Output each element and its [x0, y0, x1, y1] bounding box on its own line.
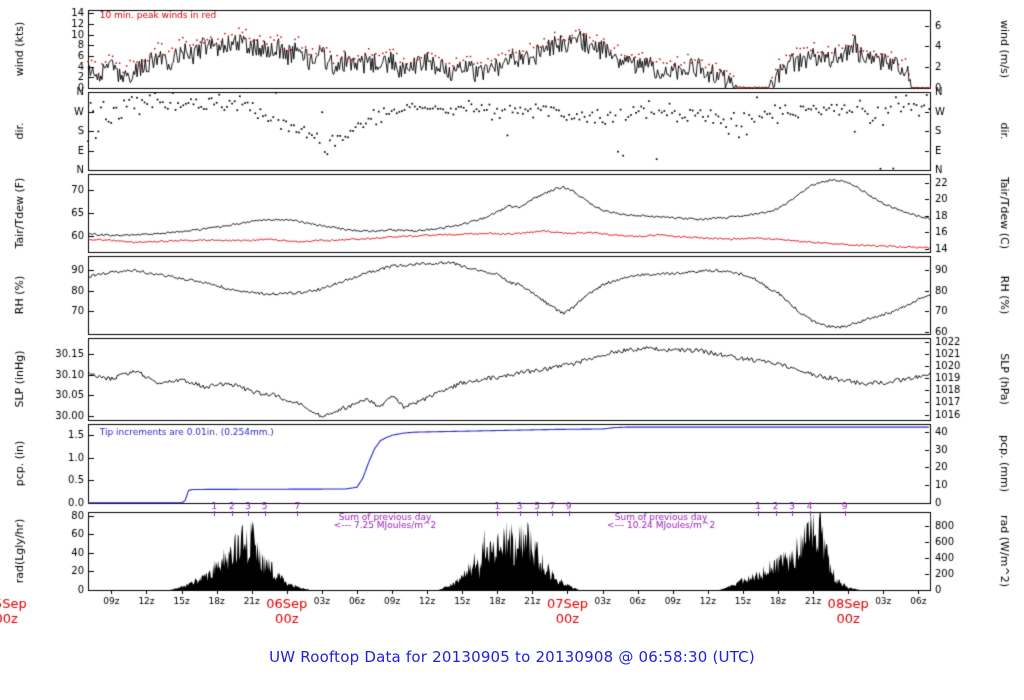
chart-title: UW Rooftop Data for 20130905 to 20130908… [269, 648, 755, 666]
